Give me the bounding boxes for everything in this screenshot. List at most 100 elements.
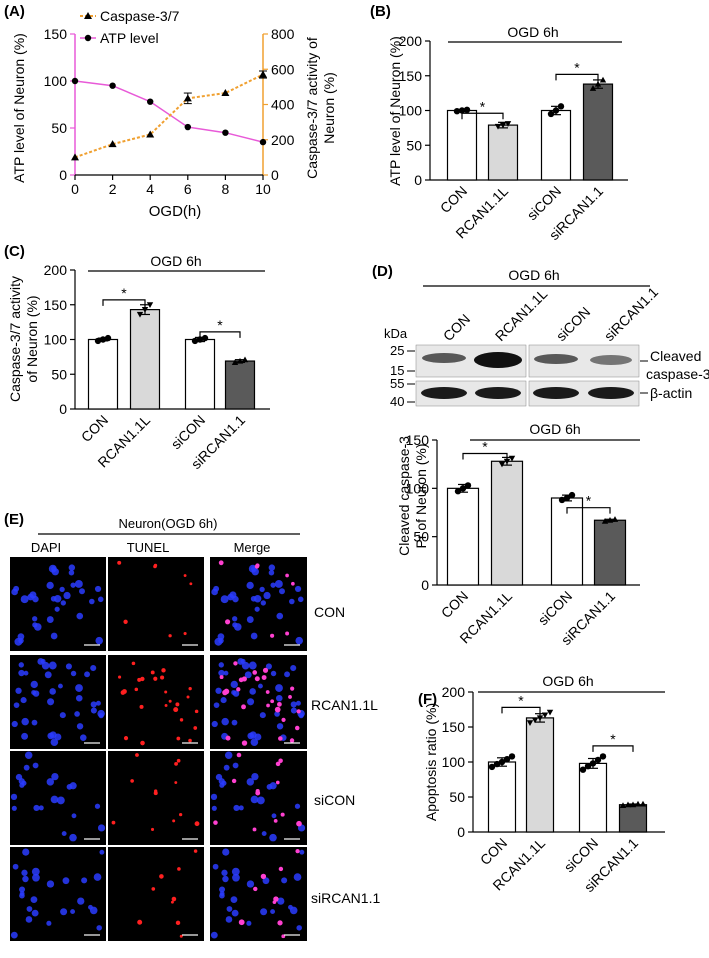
- significance-star: *: [121, 285, 127, 301]
- merge-nucleus: [249, 688, 256, 695]
- x-tick-label: 6: [184, 181, 192, 197]
- x-tick-label: CON: [477, 835, 510, 868]
- data-point: [498, 758, 506, 766]
- x-tick-label: 4: [146, 181, 154, 197]
- merge-signal: [241, 704, 246, 710]
- data-point-atp: [184, 123, 191, 131]
- merge-nucleus: [247, 698, 255, 706]
- data-point: [552, 107, 560, 114]
- dapi-nucleus: [63, 591, 71, 600]
- data-point: [498, 461, 506, 468]
- merge-nucleus: [218, 662, 224, 668]
- tunel-signal: [189, 582, 193, 586]
- x-tick-label: 8: [222, 181, 230, 197]
- tunel-signal: [174, 761, 178, 766]
- data-point: [629, 801, 637, 808]
- panel-e-row-sicon: siCON: [314, 792, 355, 808]
- panel-d-marker-15: 15: [390, 363, 404, 378]
- dapi-nucleus: [40, 658, 46, 664]
- dapi-nucleus: [46, 616, 54, 623]
- panel-d-lane-con: CON: [440, 311, 473, 344]
- significance-bracket: [592, 745, 634, 752]
- merge-signal: [277, 701, 282, 707]
- x-tick-label: CON: [438, 588, 471, 621]
- tunel-signal: [164, 690, 168, 694]
- dapi-nucleus: [70, 670, 77, 677]
- y-tick-label: 100: [442, 754, 466, 770]
- merge-nucleus: [256, 796, 265, 805]
- merge-nucleus: [212, 863, 219, 870]
- dapi-nucleus: [32, 873, 40, 882]
- merge-signal: [238, 919, 245, 926]
- dapi-nucleus: [88, 904, 93, 910]
- tunel-signal: [171, 896, 177, 902]
- panel-b: (B) OGD 6h ATP level of Neuron (%) 0 50 10…: [370, 3, 628, 243]
- data-point: [136, 311, 144, 318]
- bar: [446, 109, 478, 181]
- merge-signal: [275, 761, 281, 767]
- significance-star: *: [586, 493, 592, 509]
- dapi-nucleus: [30, 896, 38, 904]
- y-tick-label: 0: [414, 172, 422, 188]
- merge-nucleus: [246, 778, 255, 786]
- data-point: [196, 336, 204, 343]
- merge-signal: [274, 706, 281, 713]
- merge-nucleus: [276, 723, 284, 730]
- significance-star: *: [518, 692, 524, 708]
- blot-band: [590, 355, 632, 365]
- merge-nucleus: [275, 694, 283, 702]
- significance-bracket: [102, 299, 146, 306]
- panel-d-marker-25: 25: [390, 343, 404, 358]
- micrograph-tile: [10, 847, 106, 941]
- significance-star: *: [574, 59, 580, 75]
- merge-nucleus: [270, 909, 276, 915]
- data-point: [146, 302, 154, 308]
- tunel-signal: [170, 900, 174, 904]
- dapi-nucleus: [25, 916, 33, 923]
- dapi-nucleus: [90, 701, 97, 708]
- dapi-nucleus: [31, 867, 40, 876]
- tunel-signal: [159, 874, 164, 879]
- blot-band: [533, 387, 579, 399]
- tunel-signal: [194, 821, 200, 827]
- merge-nucleus: [271, 813, 277, 819]
- dapi-nucleus: [30, 680, 38, 689]
- merge-nucleus: [260, 908, 268, 916]
- merge-signal: [285, 631, 290, 636]
- tunel-signal: [175, 702, 180, 707]
- tunel-signal: [123, 619, 128, 624]
- data-point: [619, 802, 627, 808]
- merge-signal: [277, 920, 283, 926]
- dapi-nucleus: [22, 848, 30, 856]
- merge-nucleus: [284, 671, 291, 678]
- panel-e-header: Neuron(OGD 6h): [119, 516, 218, 531]
- x-tick-label: 10: [255, 181, 271, 197]
- data-point: [503, 458, 511, 465]
- tunel-signal: [174, 781, 178, 784]
- tunel-signal: [160, 675, 165, 680]
- merge-signal: [273, 818, 278, 823]
- micrograph-grid: [10, 557, 307, 941]
- significance-bracket: [199, 331, 241, 338]
- y-tick-label: 150: [406, 432, 430, 448]
- dapi-nucleus: [69, 833, 77, 842]
- dapi-nucleus: [56, 796, 65, 805]
- merge-nucleus: [262, 877, 270, 885]
- data-point: [611, 516, 619, 522]
- merge-signal: [296, 709, 301, 714]
- merge-nucleus: [294, 585, 302, 593]
- blot-band: [474, 352, 522, 368]
- data-point: [547, 110, 555, 118]
- y-tick-label: 150: [44, 297, 68, 313]
- merge-nucleus: [290, 664, 297, 672]
- bar: [129, 309, 161, 410]
- tunel-signal: [175, 920, 181, 926]
- merge-signal: [254, 676, 260, 682]
- panel-a-ylabel-right-1: Caspase-3/7 activity of: [304, 37, 320, 179]
- data-point: [601, 518, 609, 524]
- dapi-nucleus: [46, 880, 55, 888]
- dapi-nucleus: [19, 891, 25, 896]
- tunel-signal: [118, 675, 122, 679]
- tunel-signal: [164, 704, 168, 707]
- dapi-nucleus: [60, 600, 66, 606]
